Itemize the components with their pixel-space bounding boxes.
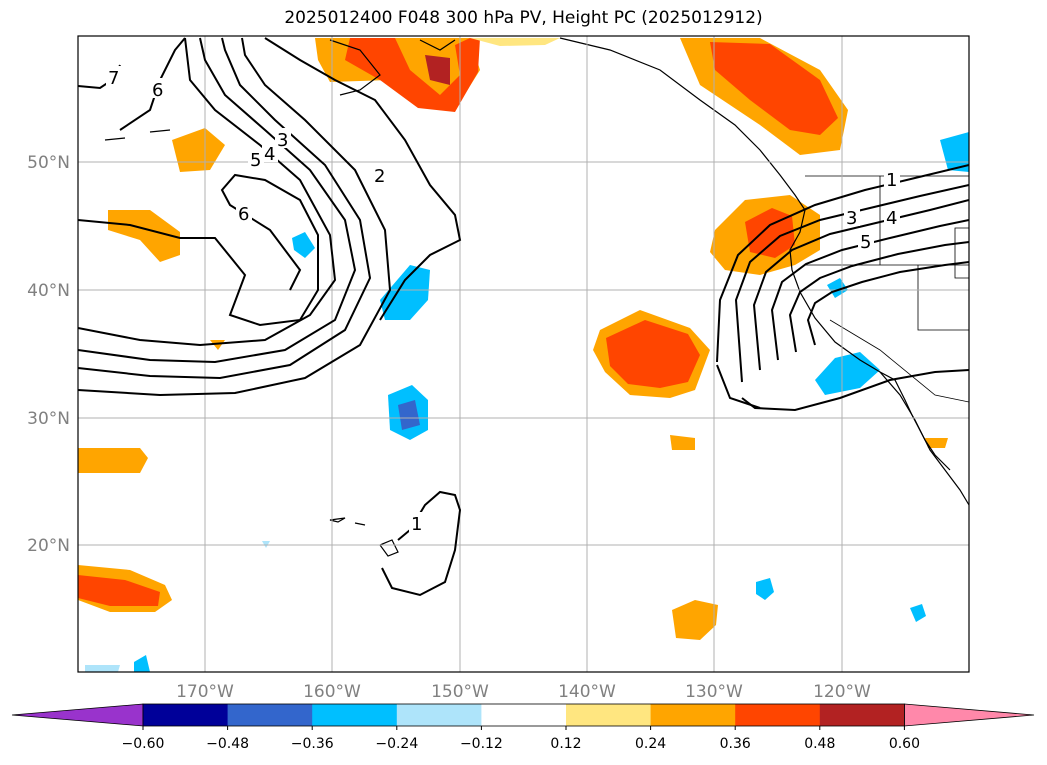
lat-label: 20°N xyxy=(27,536,70,556)
latitude-labels: 50°N 40°N 30°N 20°N xyxy=(27,153,70,556)
contour-label: 1 xyxy=(411,514,422,535)
colorbar-segment xyxy=(481,704,567,726)
contour-label: 2 xyxy=(374,166,385,187)
longitude-labels: 170°W 160°W 150°W 140°W 130°W 120°W xyxy=(176,682,871,702)
colorbar-tick-label: −0.12 xyxy=(460,736,503,752)
colorbar-tick-label: 0.60 xyxy=(889,736,920,752)
colorbar-tick-label: 0.48 xyxy=(804,736,835,752)
colorbar-tick-label: 0.24 xyxy=(635,736,666,752)
contour-label: 4 xyxy=(886,208,897,229)
colorbar-segment xyxy=(735,704,821,726)
lon-label: 120°W xyxy=(813,682,871,702)
lon-label: 140°W xyxy=(558,682,616,702)
colorbar: −0.60 −0.48 −0.36 −0.24 −0.12 0.12 0.24 0.36 0.4… xyxy=(11,703,1035,752)
plot-frame xyxy=(77,35,970,673)
colorbar-segment xyxy=(819,704,905,726)
colorbar-extend-high xyxy=(904,703,1035,727)
colorbar-segment xyxy=(143,704,229,726)
lat-label: 40°N xyxy=(27,281,70,301)
contour-label: 5 xyxy=(250,150,261,171)
gridlines xyxy=(78,36,969,672)
contour-label: 6 xyxy=(152,80,163,101)
colorbar-tick-label: −0.36 xyxy=(291,736,334,752)
colorbar-tick-label: 0.12 xyxy=(550,736,581,752)
colorbar-segment xyxy=(396,704,482,726)
colorbar-tick-label: −0.60 xyxy=(122,736,165,752)
colorbar-tick-label: 0.36 xyxy=(720,736,751,752)
contour-label: 1 xyxy=(886,170,897,191)
lon-label: 170°W xyxy=(176,682,234,702)
contour-label: 3 xyxy=(846,208,857,229)
lat-label: 30°N xyxy=(27,409,70,429)
map-title: 2025012400 F048 300 hPa PV, Height PC (2… xyxy=(284,8,763,28)
lat-label: 50°N xyxy=(27,153,70,173)
contour-label: 7 xyxy=(108,68,119,89)
lon-label: 160°W xyxy=(303,682,361,702)
contour-labels: 7 6 3 5 4 2 6 1 3 4 5 1 xyxy=(106,66,900,535)
contour-label: 4 xyxy=(264,144,275,165)
lon-label: 150°W xyxy=(431,682,489,702)
lon-label: 130°W xyxy=(685,682,743,702)
contour-label: 6 xyxy=(238,204,249,225)
colorbar-frame xyxy=(142,703,905,727)
colorbar-tick-label: −0.24 xyxy=(375,736,418,752)
contour-label: 5 xyxy=(860,232,871,253)
colorbar-tick-label: −0.48 xyxy=(206,736,249,752)
colorbar-segment xyxy=(227,704,313,726)
contour-label: 3 xyxy=(277,130,288,151)
colorbar-extend-low xyxy=(11,703,144,727)
colorbar-segment xyxy=(650,704,736,726)
colorbar-segment xyxy=(312,704,398,726)
colorbar-segment xyxy=(566,704,652,726)
